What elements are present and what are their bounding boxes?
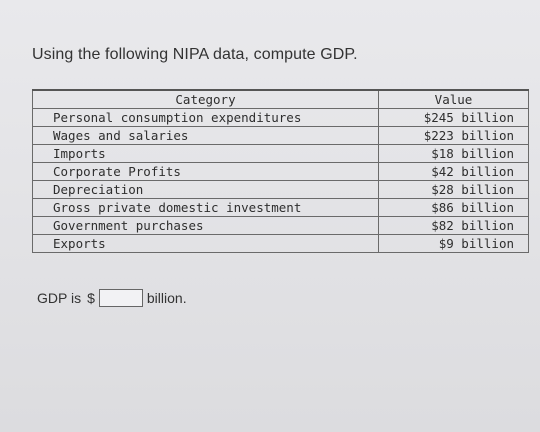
row-category: Depreciation bbox=[32, 180, 379, 199]
table-row: Imports $18 billion bbox=[32, 144, 529, 163]
table-row: Depreciation $28 billion bbox=[32, 180, 529, 199]
table-header-row: Category Value bbox=[32, 89, 529, 109]
answer-suffix: billion. bbox=[146, 290, 187, 306]
table-row: Government purchases $82 billion bbox=[32, 216, 529, 235]
row-category: Government purchases bbox=[32, 216, 379, 235]
row-value: $28 billion bbox=[378, 180, 529, 199]
row-value: $18 billion bbox=[378, 144, 529, 163]
row-value: $9 billion bbox=[378, 234, 529, 253]
row-value: $82 billion bbox=[378, 216, 529, 235]
table-row: Corporate Profits $42 billion bbox=[32, 162, 529, 181]
row-value: $223 billion bbox=[378, 126, 529, 145]
row-category: Exports bbox=[32, 234, 379, 253]
table-row: Exports $9 billion bbox=[32, 234, 529, 253]
table-row: Personal consumption expenditures $245 b… bbox=[32, 108, 529, 127]
row-value: $86 billion bbox=[378, 198, 529, 217]
row-category: Wages and salaries bbox=[32, 126, 379, 145]
row-category: Gross private domestic investment bbox=[32, 198, 379, 217]
answer-line: GDP is $ billion. bbox=[37, 289, 187, 307]
answer-prefix: GDP is bbox=[37, 290, 82, 306]
table-row: Wages and salaries $223 billion bbox=[32, 126, 529, 145]
table-row: Gross private domestic investment $86 bi… bbox=[32, 198, 529, 217]
row-category: Personal consumption expenditures bbox=[32, 108, 379, 127]
question-prompt: Using the following NIPA data, compute G… bbox=[32, 46, 358, 63]
row-value: $42 billion bbox=[378, 162, 529, 181]
row-value: $245 billion bbox=[378, 108, 529, 127]
nipa-data-table: Category Value Personal consumption expe… bbox=[32, 89, 529, 253]
row-category: Imports bbox=[32, 144, 379, 163]
gdp-answer-input[interactable] bbox=[98, 289, 143, 307]
currency-symbol: $ bbox=[87, 290, 95, 306]
row-category: Corporate Profits bbox=[32, 162, 379, 181]
column-header-value: Value bbox=[378, 89, 529, 109]
column-header-category: Category bbox=[32, 89, 379, 109]
